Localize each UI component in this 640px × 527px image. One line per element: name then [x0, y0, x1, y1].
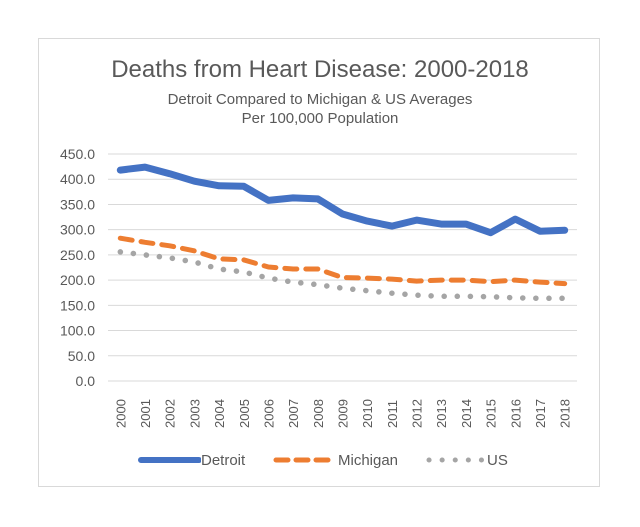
x-tick-label: 2004 [212, 399, 227, 428]
chart-frame [38, 38, 600, 487]
legend-label-detroit: Detroit [201, 451, 246, 469]
series-line-michigan [117, 235, 568, 287]
x-tick-label: 2011 [385, 400, 400, 428]
y-tick-label: 100.0 [60, 323, 95, 339]
y-tick-label: 50.0 [68, 348, 95, 364]
x-tick-label: 2009 [336, 399, 351, 428]
x-tick-label: 2017 [533, 399, 548, 428]
legend-label-michigan: Michigan [338, 451, 399, 469]
x-tick-label: 2008 [311, 399, 326, 428]
y-tick-label: 200.0 [60, 272, 95, 288]
legend-swatch-michigan [273, 457, 335, 463]
chart-title: Deaths from Heart Disease: 2000-2018 [111, 56, 529, 83]
y-tick-label: 300.0 [60, 222, 95, 238]
x-tick-label: 2010 [360, 399, 375, 428]
x-tick-label: 2016 [508, 399, 523, 428]
chart-subtitle-2: Per 100,000 Population [241, 110, 399, 127]
legend-item-michigan: Michigan [272, 447, 398, 473]
legend-label-us: US [487, 451, 508, 469]
y-tick-label: 350.0 [60, 196, 95, 212]
y-tick-label: 250.0 [60, 247, 95, 263]
y-tick-label: 450.0 [60, 146, 95, 162]
x-tick-label: 2001 [138, 399, 153, 428]
y-tick-label: 0.0 [76, 373, 96, 389]
legend-item-us: US [423, 447, 508, 473]
x-tick-label: 2006 [261, 399, 276, 428]
chart-subtitle-1: Detroit Compared to Michigan & US Averag… [167, 91, 473, 108]
legend-item-detroit: Detroit [137, 447, 245, 473]
x-tick-label: 2018 [558, 399, 573, 428]
x-tick-label: 2014 [459, 399, 474, 428]
x-tick-label: 2012 [410, 399, 425, 428]
y-tick-label: 150.0 [60, 297, 95, 313]
x-tick-label: 2015 [484, 399, 499, 428]
x-tick-label: 2003 [187, 399, 202, 428]
x-tick-label: 2002 [163, 399, 178, 428]
legend-swatch-detroit [138, 457, 201, 463]
x-tick-label: 2013 [434, 399, 449, 428]
legend: Detroit Michigan US [0, 447, 640, 473]
series-line-detroit [116, 163, 569, 237]
y-tick-label: 400.0 [60, 171, 95, 187]
legend-swatch-us [426, 457, 486, 463]
series-line-us [117, 249, 568, 302]
x-tick-label: 2005 [237, 399, 252, 428]
x-tick-label: 2007 [286, 399, 301, 428]
x-tick-label: 2000 [113, 399, 128, 428]
